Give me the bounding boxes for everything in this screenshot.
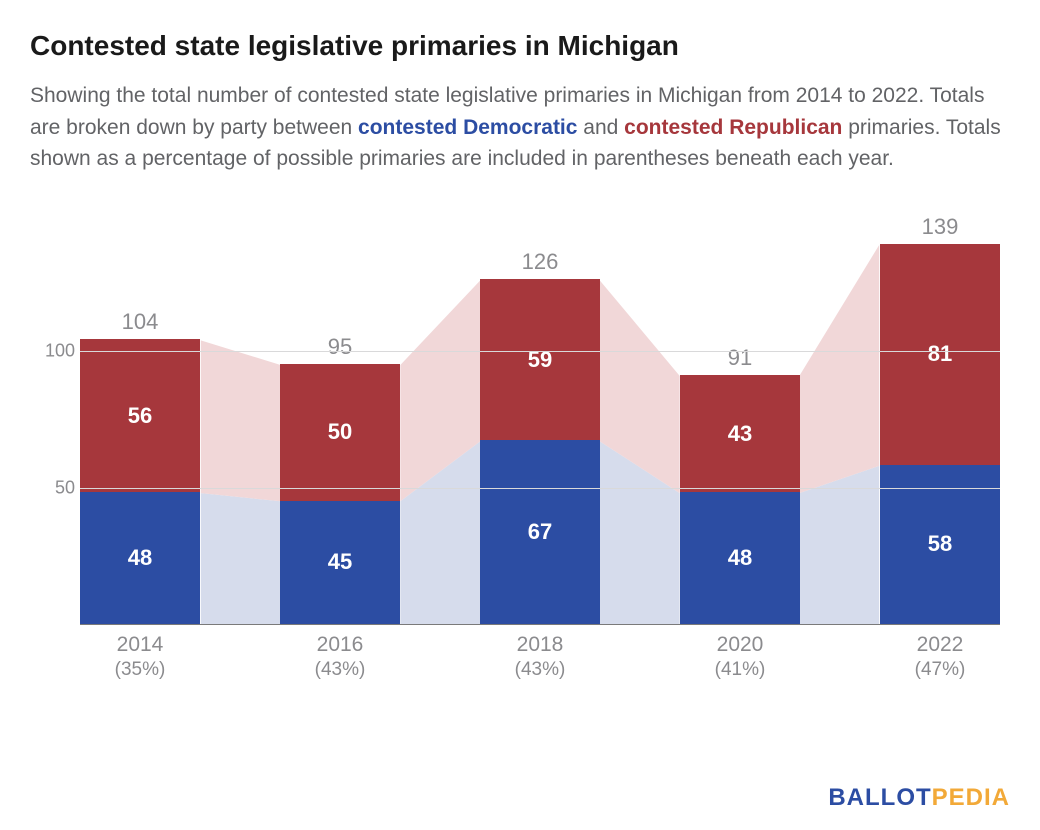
ballotpedia-logo: BALLOTPEDIA: [828, 784, 1010, 812]
bar-slot: 4856 104: [80, 215, 280, 624]
x-axis-label-group: 2016(43%): [280, 625, 480, 695]
x-axis-year: 2014: [80, 633, 200, 657]
x-axis-percentage: (35%): [80, 659, 200, 681]
bar-segment-democratic: 48: [680, 492, 800, 623]
desc-republican-highlight: contested Republican: [624, 116, 842, 139]
y-axis-label: 50: [35, 477, 75, 498]
stacked-bar: 6759126: [480, 279, 600, 623]
bar-slot: 4550 95: [280, 215, 480, 624]
bar-segment-republican: 43: [680, 375, 800, 493]
bar-slot: 5881139: [880, 215, 1000, 624]
x-axis-year: 2016: [280, 633, 400, 657]
x-axis: 2014(35%)2016(43%)2018(43%)2020(41%)2022…: [80, 625, 1000, 695]
bar-segment-republican: 81: [880, 244, 1000, 465]
logo-part-2: PEDIA: [932, 784, 1010, 811]
stacked-bar: 484391: [680, 375, 800, 624]
bar-segment-republican: 50: [280, 364, 400, 501]
desc-text-mid: and: [583, 116, 624, 139]
x-axis-year: 2022: [880, 633, 1000, 657]
chart-description: Showing the total number of contested st…: [30, 80, 1010, 175]
x-axis-percentage: (41%): [680, 659, 800, 681]
bar-total-label: 104: [80, 309, 200, 335]
x-axis-percentage: (47%): [880, 659, 1000, 681]
desc-democratic-highlight: contested Democratic: [358, 116, 577, 139]
chart-area: 485610445509567591264843915881139 50100 …: [80, 215, 1000, 695]
bar-total-label: 95: [280, 334, 400, 360]
bar-total-label: 91: [680, 345, 800, 371]
chart-title: Contested state legislative primaries in…: [30, 30, 1010, 62]
gridline: [80, 488, 1000, 489]
bar-slot: 6759 126: [480, 215, 680, 624]
x-axis-year: 2018: [480, 633, 600, 657]
bar-segment-democratic: 45: [280, 501, 400, 624]
stacked-bar: 5881139: [880, 244, 1000, 624]
bar-slot: 4843 91: [680, 215, 880, 624]
bar-segment-democratic: 67: [480, 440, 600, 623]
bar-segment-republican: 59: [480, 279, 600, 440]
x-axis-label-group: 2022(47%): [880, 625, 1000, 695]
bar-total-label: 126: [480, 249, 600, 275]
x-axis-percentage: (43%): [480, 659, 600, 681]
plot-region: 485610445509567591264843915881139 50100: [80, 215, 1000, 625]
x-axis-percentage: (43%): [280, 659, 400, 681]
bars-container: 485610445509567591264843915881139: [80, 215, 1000, 624]
x-axis-label-group: 2014(35%): [80, 625, 280, 695]
y-axis-label: 100: [35, 341, 75, 362]
x-axis-year: 2020: [680, 633, 800, 657]
bar-total-label: 139: [880, 214, 1000, 240]
bar-segment-democratic: 48: [80, 492, 200, 623]
x-axis-label-group: 2018(43%): [480, 625, 680, 695]
gridline: [80, 351, 1000, 352]
x-axis-label-group: 2020(41%): [680, 625, 880, 695]
stacked-bar: 455095: [280, 364, 400, 624]
stacked-bar: 4856104: [80, 339, 200, 623]
logo-part-1: BALLOT: [828, 784, 931, 811]
bar-segment-republican: 56: [80, 339, 200, 492]
